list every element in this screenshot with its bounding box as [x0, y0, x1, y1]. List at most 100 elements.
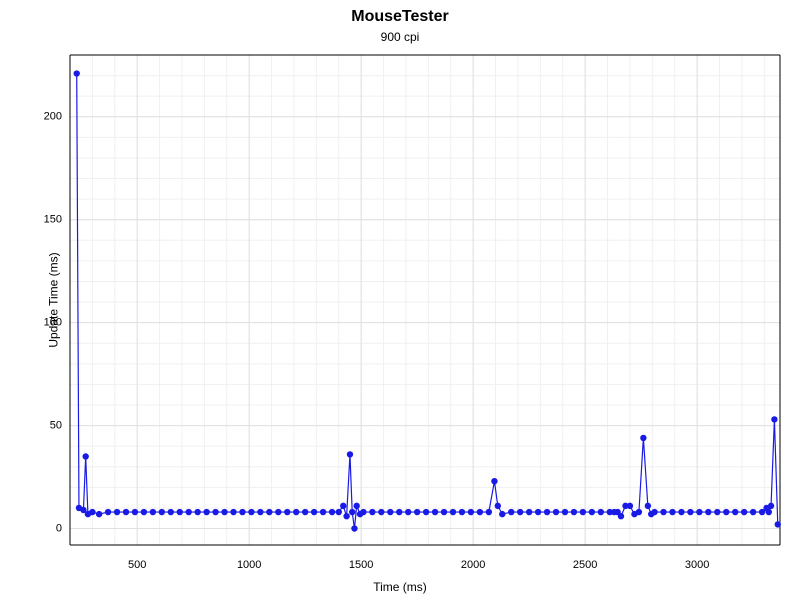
x-tick-label: 3000	[685, 559, 709, 571]
data-point	[387, 509, 393, 515]
data-point	[750, 509, 756, 515]
data-point	[230, 509, 236, 515]
x-tick-label: 500	[128, 559, 146, 571]
data-point	[347, 451, 353, 457]
data-point	[768, 503, 774, 509]
x-tick-label: 2500	[573, 559, 597, 571]
data-point	[266, 509, 272, 515]
data-point	[221, 509, 227, 515]
data-point	[132, 509, 138, 515]
data-point	[293, 509, 299, 515]
data-point	[486, 509, 492, 515]
data-point	[340, 503, 346, 509]
data-point	[186, 509, 192, 515]
data-point	[771, 416, 777, 422]
y-tick-label: 200	[44, 111, 62, 123]
data-point	[74, 70, 80, 76]
data-point	[636, 509, 642, 515]
x-tick-label: 1000	[237, 559, 261, 571]
y-tick-label: 0	[56, 522, 62, 534]
data-point	[369, 509, 375, 515]
data-point	[660, 509, 666, 515]
data-point	[580, 509, 586, 515]
data-point	[598, 509, 604, 515]
data-point	[491, 478, 497, 484]
data-point	[105, 509, 111, 515]
data-point	[168, 509, 174, 515]
data-point	[82, 453, 88, 459]
data-point	[212, 509, 218, 515]
data-point	[150, 509, 156, 515]
data-point	[618, 513, 624, 519]
data-point	[284, 509, 290, 515]
data-point	[336, 509, 342, 515]
data-point	[553, 509, 559, 515]
data-point	[687, 509, 693, 515]
y-tick-label: 50	[50, 419, 62, 431]
data-point	[441, 509, 447, 515]
chart-container: MouseTester 900 cpi Update Time (ms) Tim…	[0, 0, 800, 600]
data-point	[423, 509, 429, 515]
chart-plot: 500 1000 1500 2000 2500 3000 0 50 100 150 200	[0, 0, 800, 600]
data-point	[360, 509, 366, 515]
data-point	[432, 509, 438, 515]
data-point	[239, 509, 245, 515]
data-point	[320, 509, 326, 515]
data-point	[351, 525, 357, 531]
data-point	[640, 435, 646, 441]
data-point	[123, 509, 129, 515]
data-point	[302, 509, 308, 515]
data-point	[329, 509, 335, 515]
data-point	[669, 509, 675, 515]
data-point	[349, 509, 355, 515]
data-point	[526, 509, 532, 515]
data-point	[177, 509, 183, 515]
data-point	[517, 509, 523, 515]
data-point	[775, 521, 781, 527]
data-point	[562, 509, 568, 515]
y-tick-label: 150	[44, 214, 62, 226]
data-point	[275, 509, 281, 515]
data-point	[459, 509, 465, 515]
data-point	[203, 509, 209, 515]
x-tick-label: 2000	[461, 559, 485, 571]
data-point	[571, 509, 577, 515]
data-point	[508, 509, 514, 515]
data-point	[732, 509, 738, 515]
data-point	[343, 513, 349, 519]
data-point	[248, 509, 254, 515]
data-point	[468, 509, 474, 515]
data-point	[741, 509, 747, 515]
data-point	[257, 509, 263, 515]
data-point	[194, 509, 200, 515]
data-point	[627, 503, 633, 509]
data-point	[311, 509, 317, 515]
data-point	[396, 509, 402, 515]
data-point	[141, 509, 147, 515]
data-point	[705, 509, 711, 515]
data-point	[495, 503, 501, 509]
data-point	[114, 509, 120, 515]
x-tick-label: 1500	[349, 559, 373, 571]
data-point	[414, 509, 420, 515]
data-point	[714, 509, 720, 515]
data-point	[696, 509, 702, 515]
data-point	[645, 503, 651, 509]
data-point	[678, 509, 684, 515]
data-point	[723, 509, 729, 515]
data-point	[589, 509, 595, 515]
data-point	[651, 509, 657, 515]
data-point	[544, 509, 550, 515]
data-point	[450, 509, 456, 515]
data-point	[159, 509, 165, 515]
data-point	[89, 509, 95, 515]
y-tick-label: 100	[44, 317, 62, 329]
data-point	[766, 509, 772, 515]
data-point	[96, 511, 102, 517]
data-point	[477, 509, 483, 515]
data-point	[405, 509, 411, 515]
data-point	[378, 509, 384, 515]
data-point	[535, 509, 541, 515]
data-point	[499, 511, 505, 517]
data-point	[353, 503, 359, 509]
